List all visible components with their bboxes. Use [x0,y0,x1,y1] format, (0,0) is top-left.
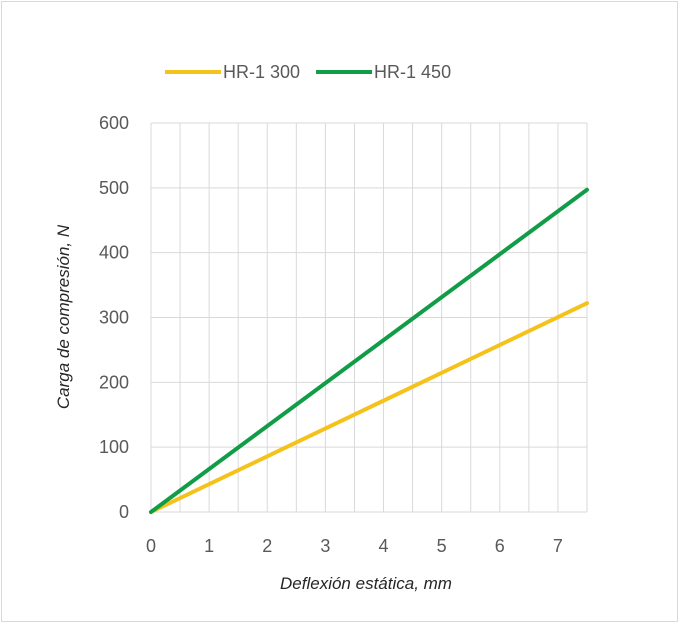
y-tick-label: 100 [99,437,129,457]
x-tick-label: 1 [204,536,214,556]
legend: HR-1 300 HR-1 450 [165,62,451,82]
x-tick-label: 4 [379,536,389,556]
series-line [149,301,589,514]
x-tick-labels: 0 1 2 3 4 5 6 7 [146,536,563,556]
legend-label: HR-1 300 [223,62,300,82]
y-tick-label: 0 [119,502,129,522]
y-axis-title: Carga de compresión, N [54,224,73,409]
x-tick-label: 6 [495,536,505,556]
y-tick-label: 400 [99,243,129,263]
y-tick-labels: 0 100 200 300 400 500 600 [99,113,129,522]
series-lines [149,187,589,514]
legend-label: HR-1 450 [374,62,451,82]
x-tick-label: 0 [146,536,156,556]
y-tick-label: 500 [99,178,129,198]
x-gridlines [150,123,588,512]
y-tick-label: 600 [99,113,129,133]
x-axis-title: Deflexión estática, mm [280,574,452,593]
y-gridlines [151,122,587,513]
series-line [149,187,589,514]
y-tick-label: 300 [99,308,129,328]
y-tick-label: 200 [99,372,129,392]
x-tick-label: 7 [553,536,563,556]
x-tick-label: 2 [262,536,272,556]
x-tick-label: 3 [320,536,330,556]
x-tick-label: 5 [437,536,447,556]
